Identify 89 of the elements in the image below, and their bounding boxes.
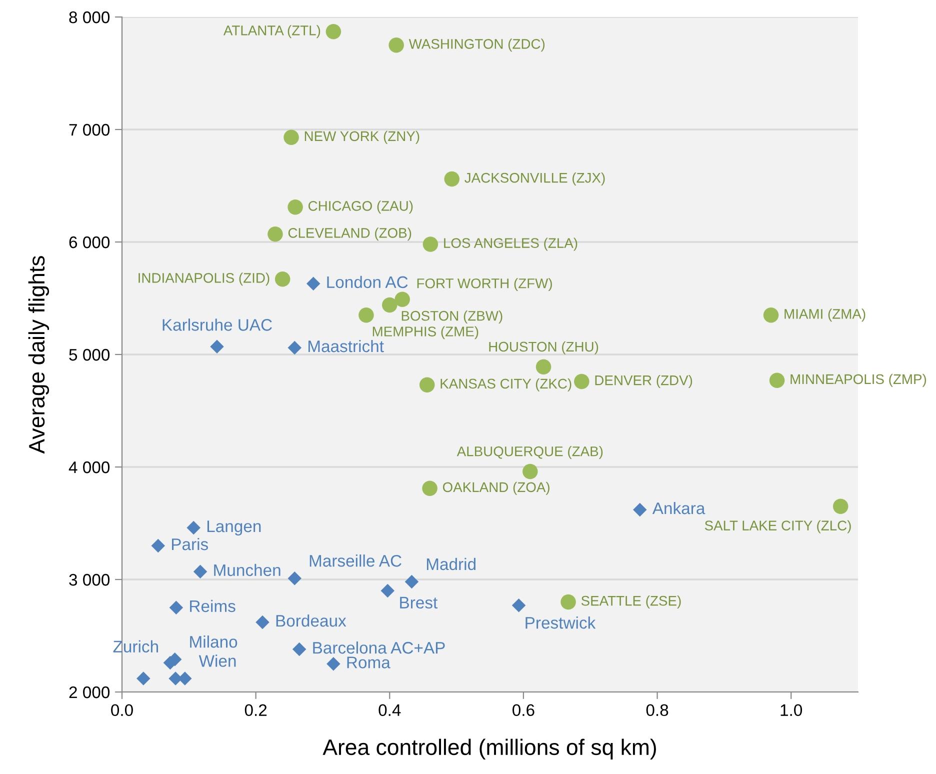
y-tick-label: 3 000: [69, 574, 110, 586]
data-label: FORT WORTH (ZFW): [417, 278, 552, 292]
x-tick-label: 1.0: [780, 704, 802, 716]
point: [382, 297, 398, 313]
point: [763, 307, 779, 323]
point: [268, 226, 283, 242]
point: [512, 598, 526, 612]
point: [574, 374, 590, 390]
data-label: CLEVELAND (ZOB): [288, 228, 412, 241]
data-label: MINNEAPOLIS (ZMP): [790, 374, 926, 387]
y-tick-label: 2 000: [69, 686, 110, 698]
point: [388, 37, 404, 53]
point: [326, 657, 340, 671]
data-label: KANSAS CITY (ZKC): [440, 378, 572, 392]
data-label: SALT LAKE CITY (ZLC): [704, 520, 851, 534]
data-label: Ankara: [652, 502, 706, 514]
data-label: OAKLAND (ZOA): [442, 482, 550, 495]
data-label: INDIANAPOLIS (ZID): [138, 272, 270, 286]
point: [536, 359, 552, 375]
data-label: Maastricht: [308, 340, 384, 352]
data-label: JACKSONVILLE (ZJX): [464, 172, 605, 186]
point: [832, 498, 848, 514]
point: [256, 615, 270, 630]
point: [306, 276, 320, 290]
data-label: Brest: [400, 596, 438, 609]
y-tick-label: 7 000: [69, 124, 110, 136]
data-label: NEW YORK (ZNY): [304, 130, 420, 144]
point: [169, 600, 184, 614]
point: [136, 672, 150, 686]
data-label: London AC: [327, 276, 408, 288]
data-label: DENVER (ZDV): [595, 375, 692, 388]
point: [186, 520, 200, 535]
point: [419, 377, 435, 393]
data-label: WASHINGTON (ZDC): [408, 38, 545, 52]
y-tick-label: 5 000: [69, 348, 110, 361]
x-tick-label: 0.8: [646, 704, 668, 716]
data-label: Karlsruhe UAC: [162, 318, 272, 331]
x-tick-label: 0.4: [378, 704, 401, 716]
point: [404, 574, 419, 589]
data-label: Reims: [190, 600, 236, 612]
point: [769, 372, 785, 388]
point: [326, 24, 342, 40]
point: [422, 480, 438, 496]
point: [522, 464, 538, 480]
y-tick-label: 8 000: [69, 11, 110, 24]
point: [288, 340, 302, 355]
data-label: Milano: [190, 636, 238, 648]
x-tick-label: 0.2: [244, 704, 267, 716]
data-label: BOSTON (ZBW): [402, 310, 502, 324]
data-label: ALBUQUERQUE (ZAB): [456, 446, 603, 459]
point: [444, 171, 460, 187]
point: [560, 594, 576, 610]
point: [284, 130, 299, 146]
data-label: SEATTLE (ZSE): [581, 596, 681, 608]
y-tick-label: 4 000: [68, 461, 110, 474]
point: [380, 584, 395, 598]
data-label: Paris: [172, 538, 208, 550]
x-tick-label: 0.0: [111, 704, 133, 716]
data-label: MIAMI (ZMA): [784, 308, 866, 322]
point: [178, 672, 192, 686]
y-tick-label: 6 000: [69, 236, 110, 248]
data-label: Roma: [347, 656, 390, 668]
point: [193, 564, 208, 578]
data-label: Bordeaux: [276, 614, 346, 627]
x-axis-title: Area controlled (millions of sq km): [322, 738, 656, 760]
point: [422, 236, 438, 252]
data-label: Prestwick: [526, 616, 596, 629]
point: [292, 642, 306, 656]
data-label: ATLANTA (ZTL): [223, 25, 320, 38]
point: [151, 538, 166, 553]
point: [288, 199, 303, 215]
point: [633, 502, 647, 517]
data-label: Marseille AC: [310, 554, 402, 567]
y-axis-title: Average daily flights: [28, 256, 50, 454]
point: [274, 271, 290, 287]
data-label: CHICAGO (ZAU): [308, 200, 413, 214]
data-label: Langen: [207, 520, 261, 536]
point: [210, 340, 224, 354]
point: [394, 292, 410, 308]
data-label: Munchen: [214, 564, 280, 576]
x-tick-label: 0.6: [512, 704, 534, 716]
point: [358, 307, 374, 323]
data-label: HOUSTON (ZHU): [489, 341, 598, 354]
data-label: Wien: [198, 654, 236, 667]
data-label: Barcelona AC+AP: [313, 641, 445, 654]
data-label: MEMPHIS (ZME): [372, 326, 478, 340]
data-label: Madrid: [426, 558, 476, 570]
point: [288, 572, 302, 586]
data-label: LOS ANGELES (ZLA): [444, 238, 578, 251]
